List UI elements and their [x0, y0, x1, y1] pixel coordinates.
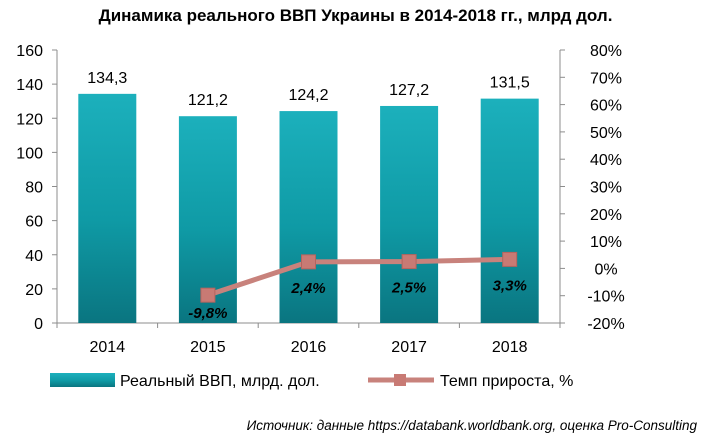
growth-value-label: -9,8%	[188, 305, 227, 322]
y-right-tick-label: 20%	[590, 207, 622, 224]
growth-marker	[502, 251, 518, 267]
bar	[279, 111, 338, 324]
y-right-tick-label: -20%	[587, 316, 624, 333]
y-right-tick-label: 60%	[590, 98, 622, 115]
bar	[480, 98, 539, 323]
y-right-tick-label: 40%	[590, 152, 622, 169]
y-right-tick-label: 0%	[594, 261, 617, 278]
legend-line-marker	[394, 374, 406, 386]
legend-bar-swatch	[50, 373, 115, 387]
y-left-tick-label: 40	[25, 248, 43, 265]
bar-value-label: 124,2	[288, 87, 328, 104]
y-left-tick-label: 160	[16, 43, 43, 60]
y-left-tick-label: 80	[25, 180, 43, 197]
growth-line	[207, 256, 510, 298]
y-left-tick-label: 100	[16, 145, 43, 162]
growth-value-label: 3,3%	[493, 277, 527, 294]
bar-value-label: 131,5	[490, 75, 530, 92]
growth-marker	[200, 287, 216, 303]
y-left-tick-label: 140	[16, 77, 43, 94]
y-right-tick-label: 10%	[590, 234, 622, 251]
source-note: Источник: данные https://databank.worldb…	[246, 418, 697, 433]
y-left-tick-label: 0	[34, 316, 43, 333]
y-right-tick-label: 50%	[590, 125, 622, 142]
y-right-tick-label: 80%	[590, 43, 622, 60]
y-right-tick-label: 70%	[590, 70, 622, 87]
x-tick-label: 2018	[492, 339, 528, 356]
growth-value-label: 2,5%	[391, 280, 426, 297]
y-left-tick-label: 60	[25, 214, 43, 231]
growth-marker	[301, 254, 316, 270]
x-tick-label: 2014	[90, 339, 126, 356]
legend-line-label: Темп прироста, %	[440, 373, 573, 390]
y-right-tick-label: 30%	[590, 180, 622, 197]
bar	[380, 105, 439, 323]
growth-value-label: 2,4%	[290, 280, 325, 297]
legend-bar-label: Реальный ВВП, млрд. дол.	[120, 373, 320, 390]
bar	[78, 93, 137, 324]
bar-value-label: 121,2	[188, 92, 228, 109]
x-tick-label: 2017	[391, 339, 427, 356]
y-left-tick-label: 120	[16, 111, 43, 128]
x-tick-label: 2016	[291, 339, 327, 356]
y-right-tick-label: -10%	[587, 289, 624, 306]
bar-value-label: 134,3	[87, 70, 127, 87]
y-left-tick-label: 20	[25, 282, 43, 299]
bar-value-label: 127,2	[389, 82, 429, 99]
x-tick-label: 2015	[190, 339, 226, 356]
chart-title: Динамика реального ВВП Украины в 2014-20…	[98, 6, 613, 25]
growth-marker	[401, 254, 417, 270]
